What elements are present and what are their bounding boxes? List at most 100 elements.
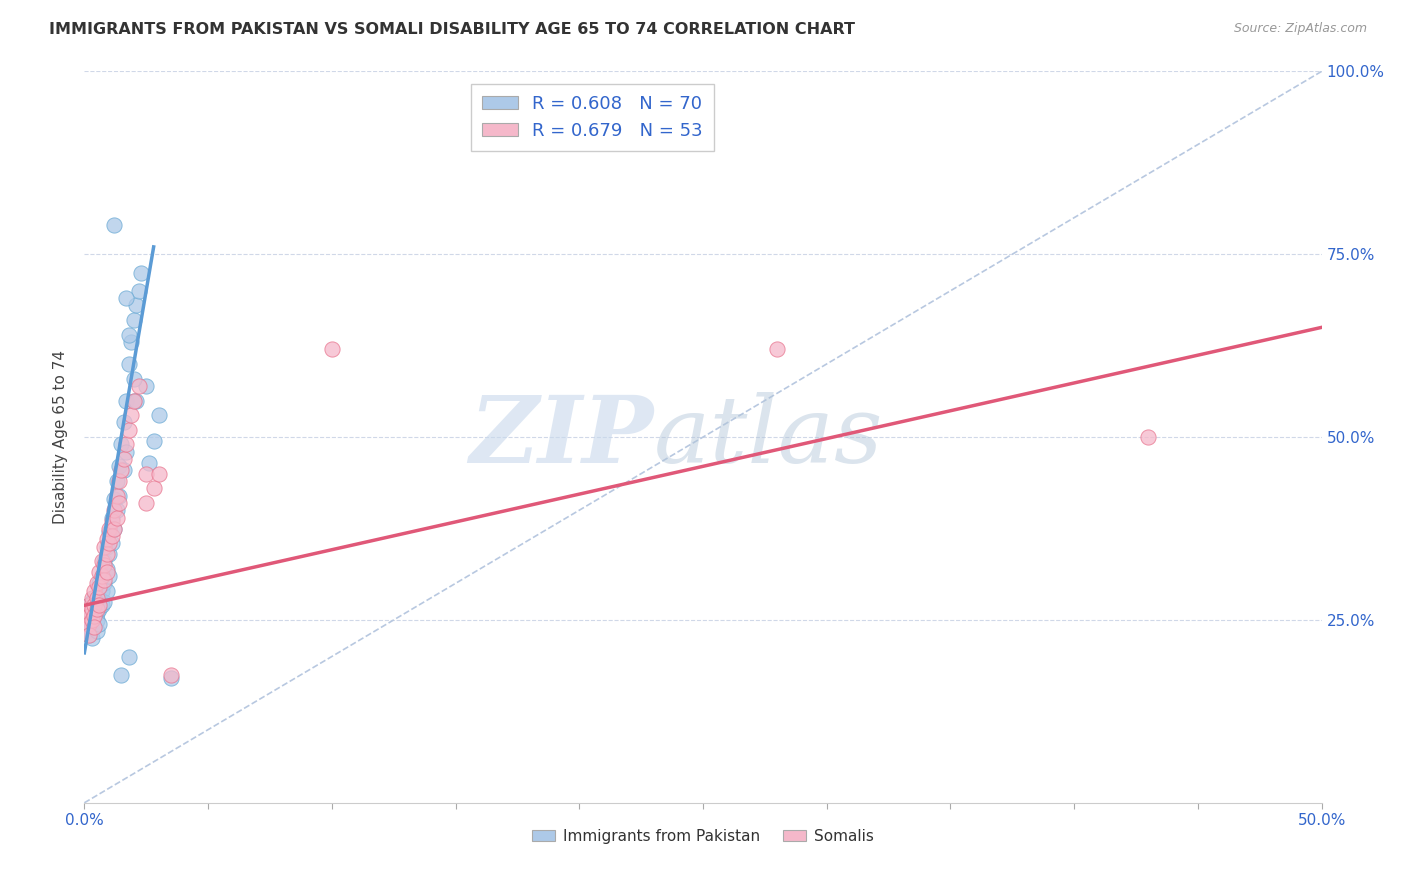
Point [79, 620, 101, 634]
Text: Source: ZipAtlas.com: Source: ZipAtlas.com [1233, 22, 1367, 36]
Point [86, 624, 108, 638]
Point [110, 463, 132, 477]
Text: IMMIGRANTS FROM PAKISTAN VS SOMALI DISABILITY AGE 65 TO 74 CORRELATION CHART: IMMIGRANTS FROM PAKISTAN VS SOMALI DISAB… [49, 22, 855, 37]
Point [90, 599, 112, 613]
Point [89, 580, 111, 594]
Point [86, 606, 108, 620]
Point [98, 547, 121, 561]
Point [80, 602, 103, 616]
Point [96, 566, 118, 580]
Point [90, 569, 112, 583]
Point [96, 533, 118, 547]
Point [103, 492, 125, 507]
Point [100, 510, 122, 524]
Point [76, 602, 98, 616]
Point [80, 591, 103, 605]
Point [138, 456, 160, 470]
Point [108, 474, 131, 488]
Point [142, 434, 165, 448]
Point [79, 616, 101, 631]
Point [86, 613, 108, 627]
Point [80, 620, 103, 634]
Point [79, 613, 101, 627]
Point [122, 393, 145, 408]
Point [1137, 430, 1160, 444]
Point [93, 573, 115, 587]
Point [98, 525, 121, 540]
Point [93, 594, 115, 608]
Point [125, 393, 148, 408]
Point [89, 591, 111, 605]
Point [122, 371, 145, 385]
Point [135, 379, 157, 393]
Point [118, 357, 141, 371]
Point [160, 672, 183, 686]
Point [76, 609, 98, 624]
Point [115, 291, 138, 305]
Point [79, 609, 101, 624]
Point [129, 266, 152, 280]
Point [108, 459, 131, 474]
Point [96, 583, 118, 598]
Point [79, 627, 101, 641]
Point [89, 616, 111, 631]
Point [103, 503, 125, 517]
Point [76, 602, 98, 616]
Point [89, 602, 111, 616]
Point [98, 569, 121, 583]
Point [120, 334, 142, 349]
Point [105, 510, 128, 524]
Point [96, 540, 118, 554]
Point [115, 393, 138, 408]
Point [122, 393, 145, 408]
Point [115, 437, 138, 451]
Point [76, 624, 98, 638]
Point [112, 416, 135, 430]
Point [118, 423, 141, 437]
Point [83, 620, 105, 634]
Text: atlas: atlas [654, 392, 883, 482]
Point [83, 620, 105, 634]
Point [110, 667, 132, 681]
Text: ZIP: ZIP [470, 392, 654, 482]
Point [76, 609, 98, 624]
Point [108, 489, 131, 503]
Point [142, 481, 165, 495]
Point [80, 632, 103, 646]
Point [83, 609, 105, 624]
Point [105, 503, 128, 517]
Point [112, 452, 135, 467]
Point [89, 599, 111, 613]
Point [100, 536, 122, 550]
Point [90, 569, 112, 583]
Point [86, 576, 108, 591]
Point [148, 408, 170, 422]
Point [83, 609, 105, 624]
Point [79, 627, 101, 641]
Point [103, 218, 125, 232]
Y-axis label: Disability Age 65 to 74: Disability Age 65 to 74 [52, 350, 67, 524]
Point [103, 521, 125, 535]
Point [103, 521, 125, 535]
Point [93, 576, 115, 591]
Point [80, 613, 103, 627]
Point [125, 298, 148, 312]
Point [83, 583, 105, 598]
Point [93, 558, 115, 573]
Point [766, 343, 789, 357]
Point [90, 554, 112, 568]
Point [110, 437, 132, 451]
Point [80, 606, 103, 620]
Point [120, 408, 142, 422]
Point [90, 583, 112, 598]
Point [79, 606, 101, 620]
Point [321, 343, 343, 357]
Legend: Immigrants from Pakistan, Somalis: Immigrants from Pakistan, Somalis [526, 822, 880, 850]
Point [79, 599, 101, 613]
Point [135, 467, 157, 481]
Point [83, 591, 105, 605]
Point [160, 667, 183, 681]
Point [118, 649, 141, 664]
Point [115, 444, 138, 458]
Point [96, 547, 118, 561]
